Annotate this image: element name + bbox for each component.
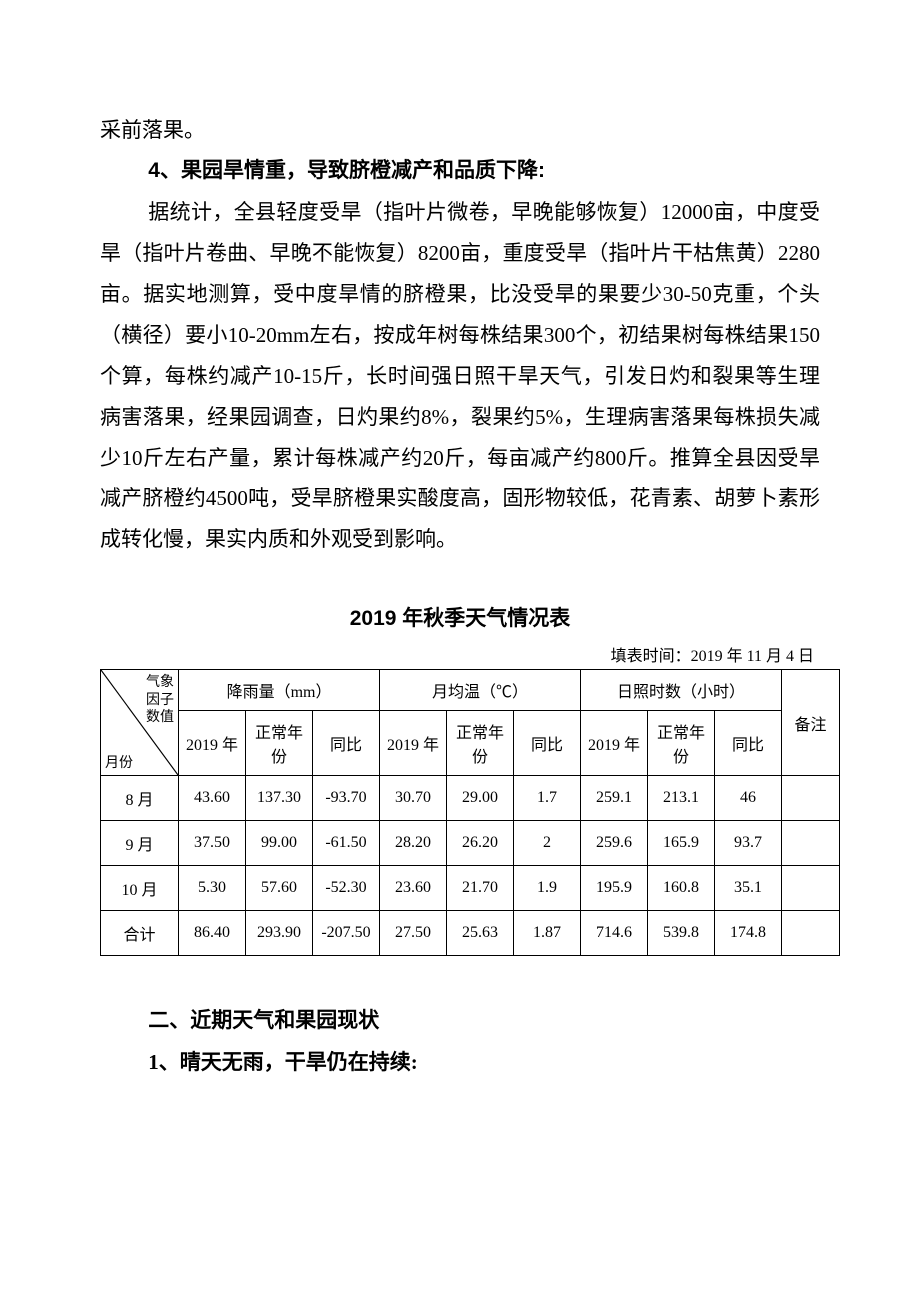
cell: 259.6 bbox=[581, 821, 648, 866]
cell: 23.60 bbox=[380, 866, 447, 911]
cell-note bbox=[782, 821, 840, 866]
sub-sun-1: 正常年份 bbox=[648, 711, 715, 776]
weather-table: 气象因子数值 月份 降雨量（mm） 月均温（℃） 日照时数（小时） 备注 201… bbox=[100, 669, 840, 956]
section-2-heading: 二、近期天气和果园现状 bbox=[100, 1001, 820, 1042]
cell: 714.6 bbox=[581, 911, 648, 956]
cell: 174.8 bbox=[715, 911, 782, 956]
cell: 93.7 bbox=[715, 821, 782, 866]
cell-month: 8 月 bbox=[101, 776, 179, 821]
diag-header: 气象因子数值 月份 bbox=[101, 670, 179, 776]
cell: 137.30 bbox=[246, 776, 313, 821]
cell: -61.50 bbox=[313, 821, 380, 866]
cell: 37.50 bbox=[179, 821, 246, 866]
note-header: 备注 bbox=[782, 670, 840, 776]
cell: 160.8 bbox=[648, 866, 715, 911]
group-sun: 日照时数（小时） bbox=[581, 670, 782, 711]
sub-rain-1: 正常年份 bbox=[246, 711, 313, 776]
heading-4: 4、果园旱情重，导致脐橙减产和品质下降: bbox=[100, 151, 820, 192]
sub-sun-0: 2019 年 bbox=[581, 711, 648, 776]
cell: 99.00 bbox=[246, 821, 313, 866]
sub-temp-2: 同比 bbox=[514, 711, 581, 776]
cell: 86.40 bbox=[179, 911, 246, 956]
cell: 30.70 bbox=[380, 776, 447, 821]
body-4: 据统计，全县轻度受旱（指叶片微卷，早晚能够恢复）12000亩，中度受旱（指叶片卷… bbox=[100, 192, 820, 560]
cell: 25.63 bbox=[447, 911, 514, 956]
table-row: 10 月 5.30 57.60 -52.30 23.60 21.70 1.9 1… bbox=[101, 866, 840, 911]
cell: 293.90 bbox=[246, 911, 313, 956]
cell: 213.1 bbox=[648, 776, 715, 821]
cell: 1.9 bbox=[514, 866, 581, 911]
cell: 5.30 bbox=[179, 866, 246, 911]
cell: 165.9 bbox=[648, 821, 715, 866]
group-rain: 降雨量（mm） bbox=[179, 670, 380, 711]
table-body: 8 月 43.60 137.30 -93.70 30.70 29.00 1.7 … bbox=[101, 776, 840, 956]
cell: 27.50 bbox=[380, 911, 447, 956]
cell: 1.87 bbox=[514, 911, 581, 956]
cell-note bbox=[782, 866, 840, 911]
cell: 1.7 bbox=[514, 776, 581, 821]
table-header-row-2: 2019 年 正常年份 同比 2019 年 正常年份 同比 2019 年 正常年… bbox=[101, 711, 840, 776]
cell: 21.70 bbox=[447, 866, 514, 911]
cell-note bbox=[782, 911, 840, 956]
cell-month: 10 月 bbox=[101, 866, 179, 911]
cell-month: 9 月 bbox=[101, 821, 179, 866]
cell: 35.1 bbox=[715, 866, 782, 911]
table-fill-date: 填表时间：2019 年 11 月 4 日 bbox=[100, 642, 820, 666]
cell: -93.70 bbox=[313, 776, 380, 821]
sub-temp-0: 2019 年 bbox=[380, 711, 447, 776]
sub-rain-0: 2019 年 bbox=[179, 711, 246, 776]
table-row: 8 月 43.60 137.30 -93.70 30.70 29.00 1.7 … bbox=[101, 776, 840, 821]
table-title: 2019 年秋季天气情况表 bbox=[100, 602, 820, 632]
diag-bottom-label: 月份 bbox=[105, 752, 133, 772]
diag-top-label: 气象因子数值 bbox=[146, 674, 174, 727]
sub-sun-2: 同比 bbox=[715, 711, 782, 776]
cell: 26.20 bbox=[447, 821, 514, 866]
cell: 2 bbox=[514, 821, 581, 866]
intro-line: 采前落果。 bbox=[100, 110, 820, 151]
table-header-row-1: 气象因子数值 月份 降雨量（mm） 月均温（℃） 日照时数（小时） 备注 bbox=[101, 670, 840, 711]
cell: 195.9 bbox=[581, 866, 648, 911]
cell: 57.60 bbox=[246, 866, 313, 911]
section-2-sub-1: 1、晴天无雨，干旱仍在持续: bbox=[100, 1042, 820, 1083]
cell: 539.8 bbox=[648, 911, 715, 956]
cell: 28.20 bbox=[380, 821, 447, 866]
table-row: 9 月 37.50 99.00 -61.50 28.20 26.20 2 259… bbox=[101, 821, 840, 866]
cell: -52.30 bbox=[313, 866, 380, 911]
cell: 46 bbox=[715, 776, 782, 821]
cell: 259.1 bbox=[581, 776, 648, 821]
cell-month: 合计 bbox=[101, 911, 179, 956]
cell: -207.50 bbox=[313, 911, 380, 956]
table-row: 合计 86.40 293.90 -207.50 27.50 25.63 1.87… bbox=[101, 911, 840, 956]
sub-temp-1: 正常年份 bbox=[447, 711, 514, 776]
sub-rain-2: 同比 bbox=[313, 711, 380, 776]
group-temp: 月均温（℃） bbox=[380, 670, 581, 711]
cell: 43.60 bbox=[179, 776, 246, 821]
cell-note bbox=[782, 776, 840, 821]
cell: 29.00 bbox=[447, 776, 514, 821]
